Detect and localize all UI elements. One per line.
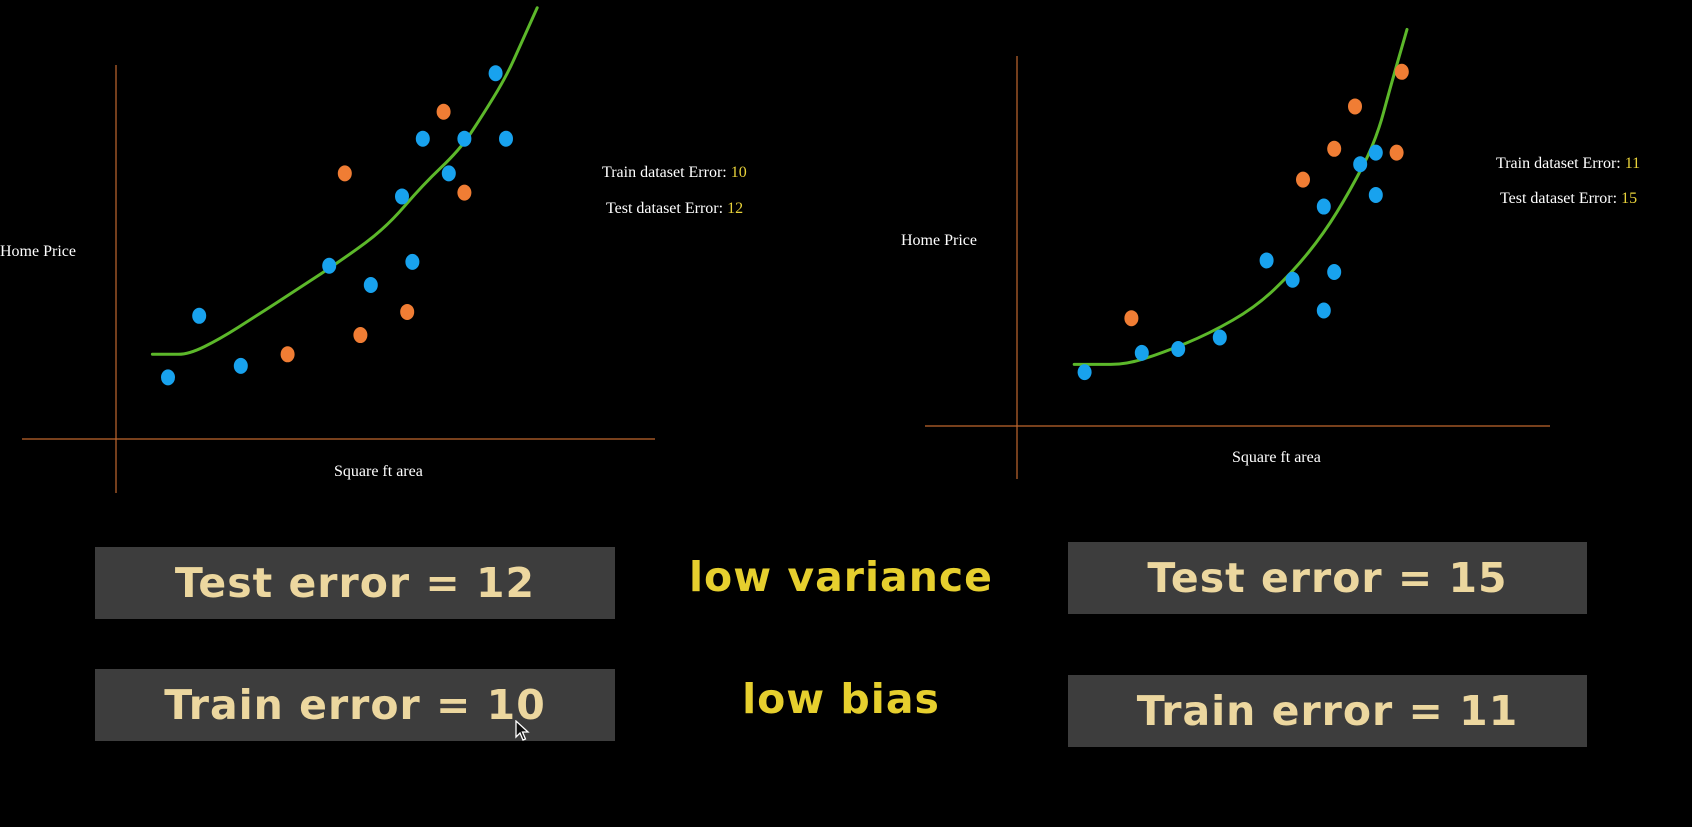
test-data-point — [457, 184, 472, 201]
test-data-point — [436, 103, 451, 120]
train-data-point — [1134, 344, 1149, 361]
train-data-point — [322, 257, 337, 274]
train-data-point — [395, 188, 409, 205]
test-data-point — [400, 303, 415, 320]
left-test-dataset-error: Test dataset Error: 12 — [606, 200, 743, 218]
fit-curve-line — [150, 6, 539, 356]
test-data-point — [1327, 140, 1342, 157]
right-test-dataset-error: Test dataset Error: 15 — [1500, 190, 1637, 208]
left-test-error-box: Test error = 12 — [95, 547, 615, 619]
right-x-axis-label: Square ft area — [1232, 449, 1321, 466]
test-data-point — [1389, 144, 1404, 161]
right-train-dataset-error: Train dataset Error: 11 — [1496, 155, 1640, 173]
train-data-point — [1316, 198, 1331, 215]
test-data-point — [1296, 171, 1310, 188]
train-data-point — [192, 307, 207, 324]
train-data-point — [1212, 329, 1227, 346]
train-data-point — [405, 253, 420, 270]
train-data-point — [1077, 364, 1092, 381]
left-train-error-label: Train dataset Error: — [602, 164, 731, 181]
test-data-point — [1348, 98, 1362, 115]
train-data-point — [457, 130, 472, 147]
test-data-point — [353, 327, 368, 344]
test-data-point — [337, 165, 352, 182]
train-data-point — [1259, 252, 1274, 269]
left-chart-panel: Home Price Square ft area Train dataset … — [0, 0, 800, 500]
train-data-point — [441, 165, 456, 182]
train-data-point — [161, 369, 175, 386]
right-train-error-box: Train error = 11 — [1068, 675, 1587, 747]
train-data-point — [1327, 264, 1342, 280]
mouse-pointer-icon — [515, 720, 530, 741]
test-data-point — [1394, 63, 1409, 80]
low-bias-text: low bias — [742, 675, 940, 723]
left-test-error-label: Test dataset Error: — [606, 200, 728, 217]
train-data-point — [488, 65, 503, 82]
test-data-point — [1124, 310, 1139, 327]
right-test-error-value: 15 — [1621, 190, 1638, 207]
left-train-error-box: Train error = 10 — [95, 669, 615, 741]
left-y-axis-label: Home Price — [0, 243, 76, 260]
right-y-axis-label: Home Price — [901, 232, 977, 249]
right-chart-panel: Home Price Square ft area Train dataset … — [880, 0, 1692, 500]
train-data-point — [1368, 144, 1383, 161]
train-data-point — [1368, 187, 1383, 203]
train-data-point — [1171, 341, 1186, 357]
left-train-error-value: 10 — [730, 164, 747, 181]
train-data-point — [1316, 302, 1331, 319]
train-data-point — [233, 357, 248, 374]
train-data-point — [1285, 271, 1300, 288]
left-train-dataset-error: Train dataset Error: 10 — [602, 164, 747, 182]
train-data-point — [499, 130, 513, 147]
low-variance-text: low variance — [688, 553, 993, 601]
right-test-error-box: Test error = 15 — [1068, 542, 1587, 614]
right-train-error-label: Train dataset Error: — [1496, 155, 1625, 172]
train-data-point — [1353, 156, 1368, 173]
right-test-error-label: Test dataset Error: — [1500, 190, 1622, 207]
fit-curve-line — [1072, 27, 1409, 366]
train-data-point — [363, 277, 378, 293]
right-train-error-value: 11 — [1624, 155, 1641, 172]
right-scatter-chart — [925, 27, 1550, 479]
left-x-axis-label: Square ft area — [334, 463, 423, 480]
left-test-error-value: 12 — [727, 200, 744, 217]
train-data-point — [415, 130, 430, 147]
test-data-point — [280, 346, 295, 363]
left-scatter-chart — [22, 6, 655, 493]
